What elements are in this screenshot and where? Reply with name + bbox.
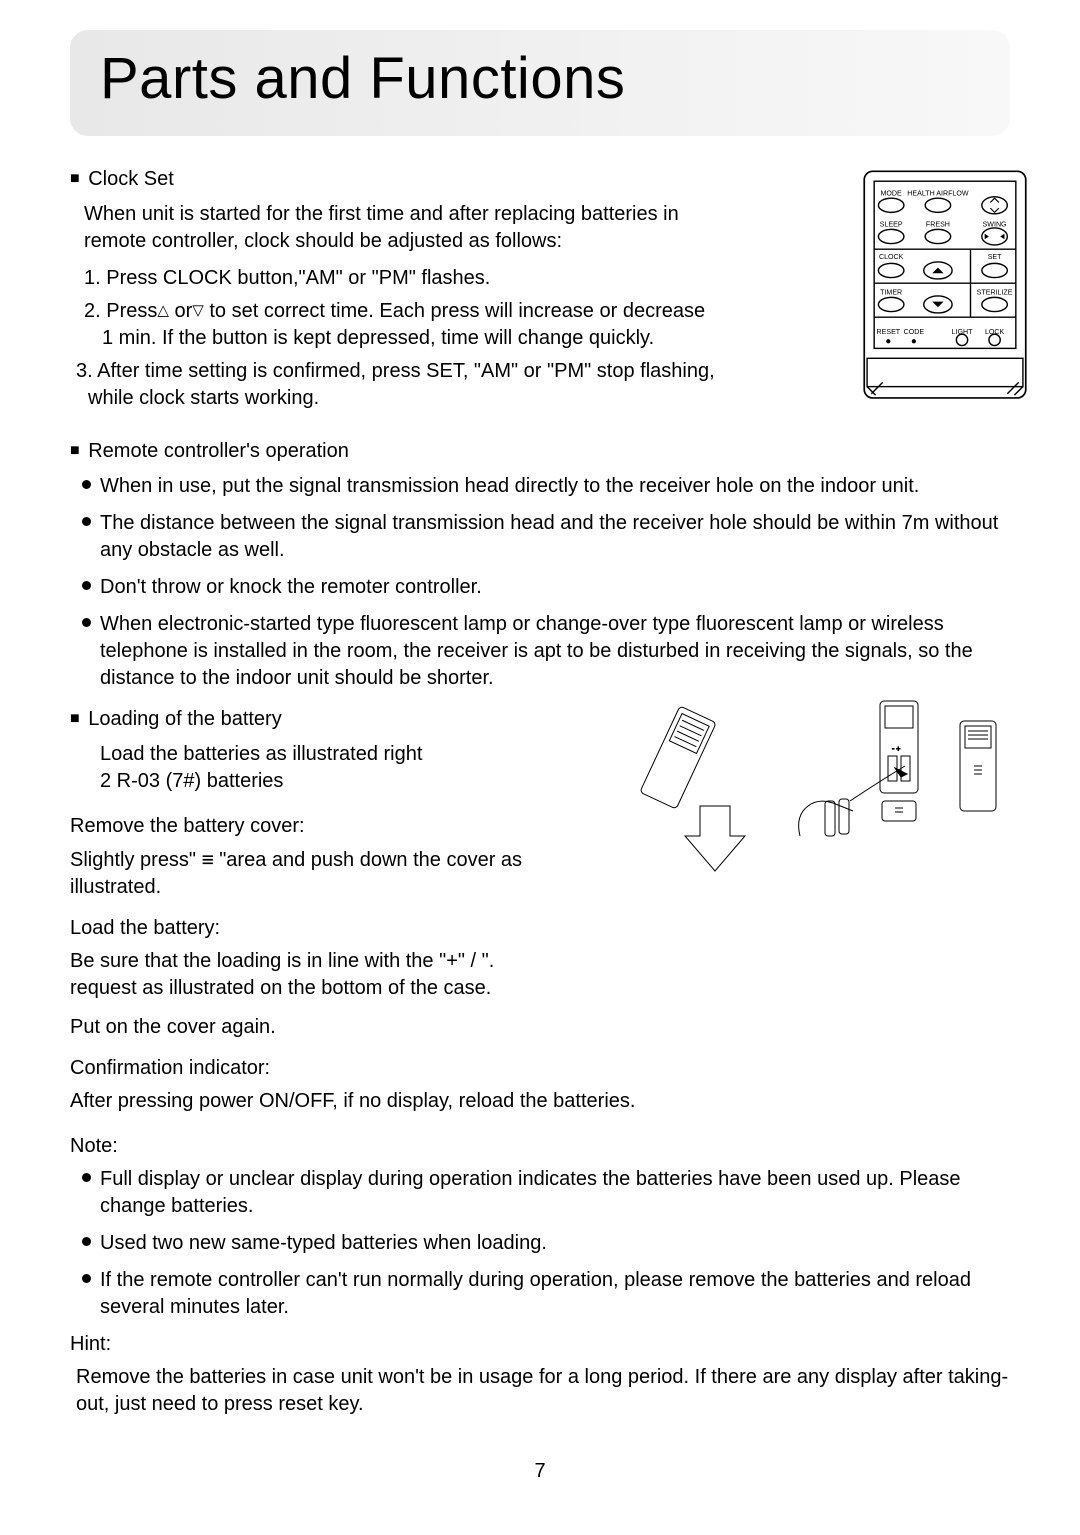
label-light: LIGHT: [952, 329, 974, 337]
step-3-b: while clock starts working.: [88, 385, 724, 412]
step-3: 3. After time setting is confirmed, pres…: [76, 358, 724, 412]
label-timer: TIMER: [880, 289, 902, 297]
loading-line-1: Load the batteries as illustrated right: [100, 741, 540, 768]
label-code: CODE: [904, 329, 925, 337]
page-number: 7: [70, 1458, 1010, 1485]
loading-section: ■ Loading of the battery Load the batter…: [70, 706, 1010, 1115]
confirm-text: After pressing power ON/OFF, if no displ…: [70, 1088, 1010, 1115]
remote-op-item-4: When electronic-started type fluorescent…: [82, 611, 1010, 692]
step-1: 1. Press CLOCK button,"AM" or "PM" flash…: [84, 265, 724, 292]
label-sterilize: STERILIZE: [977, 289, 1013, 297]
label-mode: MODE: [881, 190, 903, 198]
remote-op-list: When in use, put the signal transmission…: [82, 473, 1010, 692]
label-fresh: FRESH: [926, 221, 950, 229]
remove-a: Slightly press": [70, 849, 202, 871]
label-set: SET: [988, 253, 1002, 261]
label-reset: RESET: [877, 329, 901, 337]
title-banner: Parts and Functions: [70, 30, 1010, 136]
page-title: Parts and Functions: [100, 40, 980, 118]
step-2-b: or: [169, 300, 192, 322]
square-bullet-icon: ■: [70, 442, 80, 459]
triangle-down-icon: ▽: [192, 302, 204, 319]
step-2-c: to set correct time. Each press will inc…: [204, 300, 705, 322]
label-clock: CLOCK: [879, 253, 904, 261]
label-lock: LOCK: [985, 329, 1005, 337]
hint-heading: Hint:: [70, 1331, 1010, 1358]
remote-op-heading: ■ Remote controller's operation: [70, 438, 1010, 465]
note-list: Full display or unclear display during o…: [82, 1166, 1010, 1321]
label-health: HEALTH AIRFLOW: [907, 190, 969, 198]
loading-heading-text: Loading of the battery: [88, 708, 281, 730]
load-t1: Be sure that the loading is in line with…: [70, 948, 1010, 975]
step-2: 2. Press△ or▽ to set correct time. Each …: [84, 298, 724, 352]
remote-op-item-3: Don't throw or knock the remoter control…: [82, 574, 1010, 601]
note-3: If the remote controller can't run norma…: [82, 1267, 1010, 1321]
clock-set-heading-text: Clock Set: [88, 168, 174, 190]
clock-set-section: ■ Clock Set When unit is started for the…: [70, 166, 1010, 412]
remote-op-heading-text: Remote controller's operation: [88, 440, 349, 462]
press-area-icon: ≡: [202, 847, 214, 871]
label-sleep: SLEEP: [880, 221, 903, 229]
confirm-heading: Confirmation indicator:: [70, 1055, 1010, 1082]
square-bullet-icon: ■: [70, 710, 80, 727]
remote-op-item-1: When in use, put the signal transmission…: [82, 473, 1010, 500]
loading-lines: Load the batteries as illustrated right …: [100, 741, 540, 795]
step-3-a: 3. After time setting is confirmed, pres…: [76, 360, 715, 382]
step-2-d: 1 min. If the button is kept depressed, …: [102, 325, 724, 352]
put-cover-text: Put on the cover again.: [70, 1014, 1010, 1041]
square-bullet-icon: ■: [70, 170, 80, 187]
loading-line-2: 2 R-03 (7#) batteries: [100, 768, 540, 795]
note-1: Full display or unclear display during o…: [82, 1166, 1010, 1220]
note-heading: Note:: [70, 1133, 1010, 1160]
step-1-text: 1. Press CLOCK button,"AM" or "PM" flash…: [84, 267, 490, 289]
clock-set-steps: 1. Press CLOCK button,"AM" or "PM" flash…: [84, 265, 724, 412]
remote-op-item-2: The distance between the signal transmis…: [82, 510, 1010, 564]
svg-text:- +: - +: [892, 746, 900, 753]
battery-illustration: - +: [630, 696, 1030, 896]
load-battery-heading: Load the battery:: [70, 915, 1010, 942]
note-2: Used two new same-typed batteries when l…: [82, 1230, 1010, 1257]
remove-cover-text: Slightly press" ≡ "area and push down th…: [70, 846, 540, 901]
remote-illustration: MODE HEALTH AIRFLOW SLEEP FRESH SWING CL…: [860, 166, 1030, 416]
step-2-a: 2. Press: [84, 300, 157, 322]
triangle-up-icon: △: [157, 302, 169, 319]
hint-text: Remove the batteries in case unit won't …: [76, 1364, 1010, 1418]
clock-set-intro: When unit is started for the first time …: [84, 201, 704, 255]
load-t2: request as illustrated on the bottom of …: [70, 975, 1010, 1002]
